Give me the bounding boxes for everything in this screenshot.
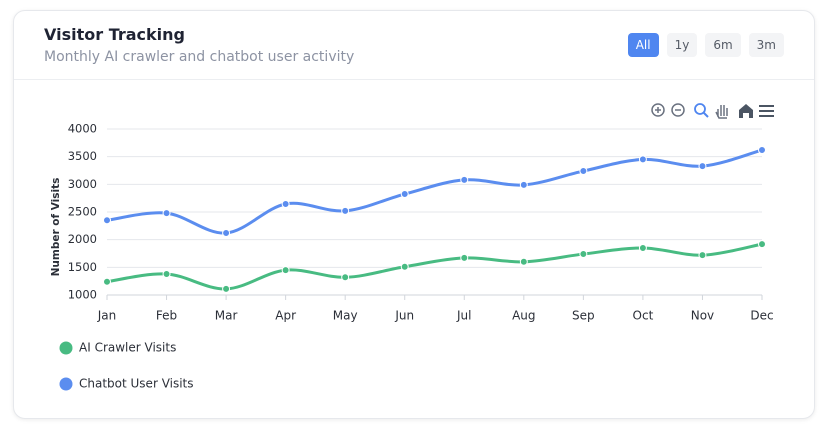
legend-marker [59, 377, 73, 391]
data-point [519, 180, 528, 189]
zoom-in-icon[interactable] [651, 103, 665, 117]
data-point [579, 167, 588, 176]
series-line [106, 148, 763, 235]
legend-label: AI Crawler Visits [79, 341, 176, 355]
x-tick-label: Mar [215, 309, 238, 323]
data-point [638, 155, 647, 164]
zoom-select-icon[interactable] [694, 103, 706, 115]
x-tick-label: Dec [750, 309, 773, 323]
range-button[interactable]: All [627, 33, 659, 57]
menu-icon[interactable] [759, 105, 774, 117]
data-point [341, 273, 350, 282]
range-buttons: All 1y 6m 3m [627, 33, 784, 57]
card-title: Visitor Tracking [44, 25, 185, 44]
y-tick-label: 1000 [68, 288, 97, 302]
data-point [579, 250, 588, 259]
data-point [103, 277, 111, 286]
legend-marker [59, 341, 73, 355]
range-button[interactable]: 1y [666, 33, 698, 57]
x-tick-label: May [333, 309, 358, 323]
data-point [519, 257, 528, 266]
data-point [222, 229, 231, 238]
y-tick-label: 2000 [68, 232, 97, 246]
data-point [281, 199, 290, 208]
data-point [281, 266, 290, 275]
data-point [162, 209, 171, 218]
data-point [162, 269, 171, 278]
x-tick-label: Apr [275, 309, 296, 323]
zoom-in-icon [655, 107, 661, 113]
data-point [638, 243, 647, 252]
data-point [341, 206, 350, 215]
data-point [103, 216, 111, 225]
range-button[interactable]: 3m [748, 33, 784, 57]
data-point [400, 190, 409, 199]
x-tick-label: Jan [97, 309, 117, 323]
zoom-select-icon [703, 112, 709, 118]
data-point [698, 162, 707, 171]
x-tick-label: Jun [394, 309, 414, 323]
x-tick-label: Oct [633, 309, 654, 323]
data-point [460, 253, 469, 262]
card-header: Visitor Tracking Monthly AI crawler and … [14, 11, 814, 80]
card-subtitle: Monthly AI crawler and chatbot user acti… [44, 49, 355, 65]
data-point [460, 175, 469, 184]
y-tick-label: 3500 [68, 149, 97, 163]
data-point [758, 240, 766, 249]
data-point [698, 251, 707, 260]
x-tick-label: Sep [572, 309, 595, 323]
legend-label: Chatbot User Visits [79, 377, 194, 391]
x-tick-label: Aug [512, 309, 535, 323]
y-tick-label: 2500 [68, 205, 97, 219]
x-tick-label: Nov [691, 309, 714, 323]
y-tick-label: 1500 [68, 260, 97, 274]
range-button[interactable]: 6m [705, 33, 741, 57]
y-axis-title: Number of Visits [50, 178, 62, 277]
series-line [106, 242, 763, 291]
data-point [400, 262, 409, 271]
data-point [222, 284, 231, 293]
zoom-out-icon[interactable] [671, 103, 685, 117]
data-point [758, 146, 766, 155]
x-tick-label: Jul [456, 309, 471, 323]
y-tick-label: 4000 [68, 122, 97, 136]
x-tick-label: Feb [156, 309, 177, 323]
home-icon[interactable] [739, 104, 753, 118]
pan-icon[interactable] [715, 105, 728, 119]
y-tick-label: 3000 [68, 177, 97, 191]
toolbar[interactable] [651, 103, 774, 119]
